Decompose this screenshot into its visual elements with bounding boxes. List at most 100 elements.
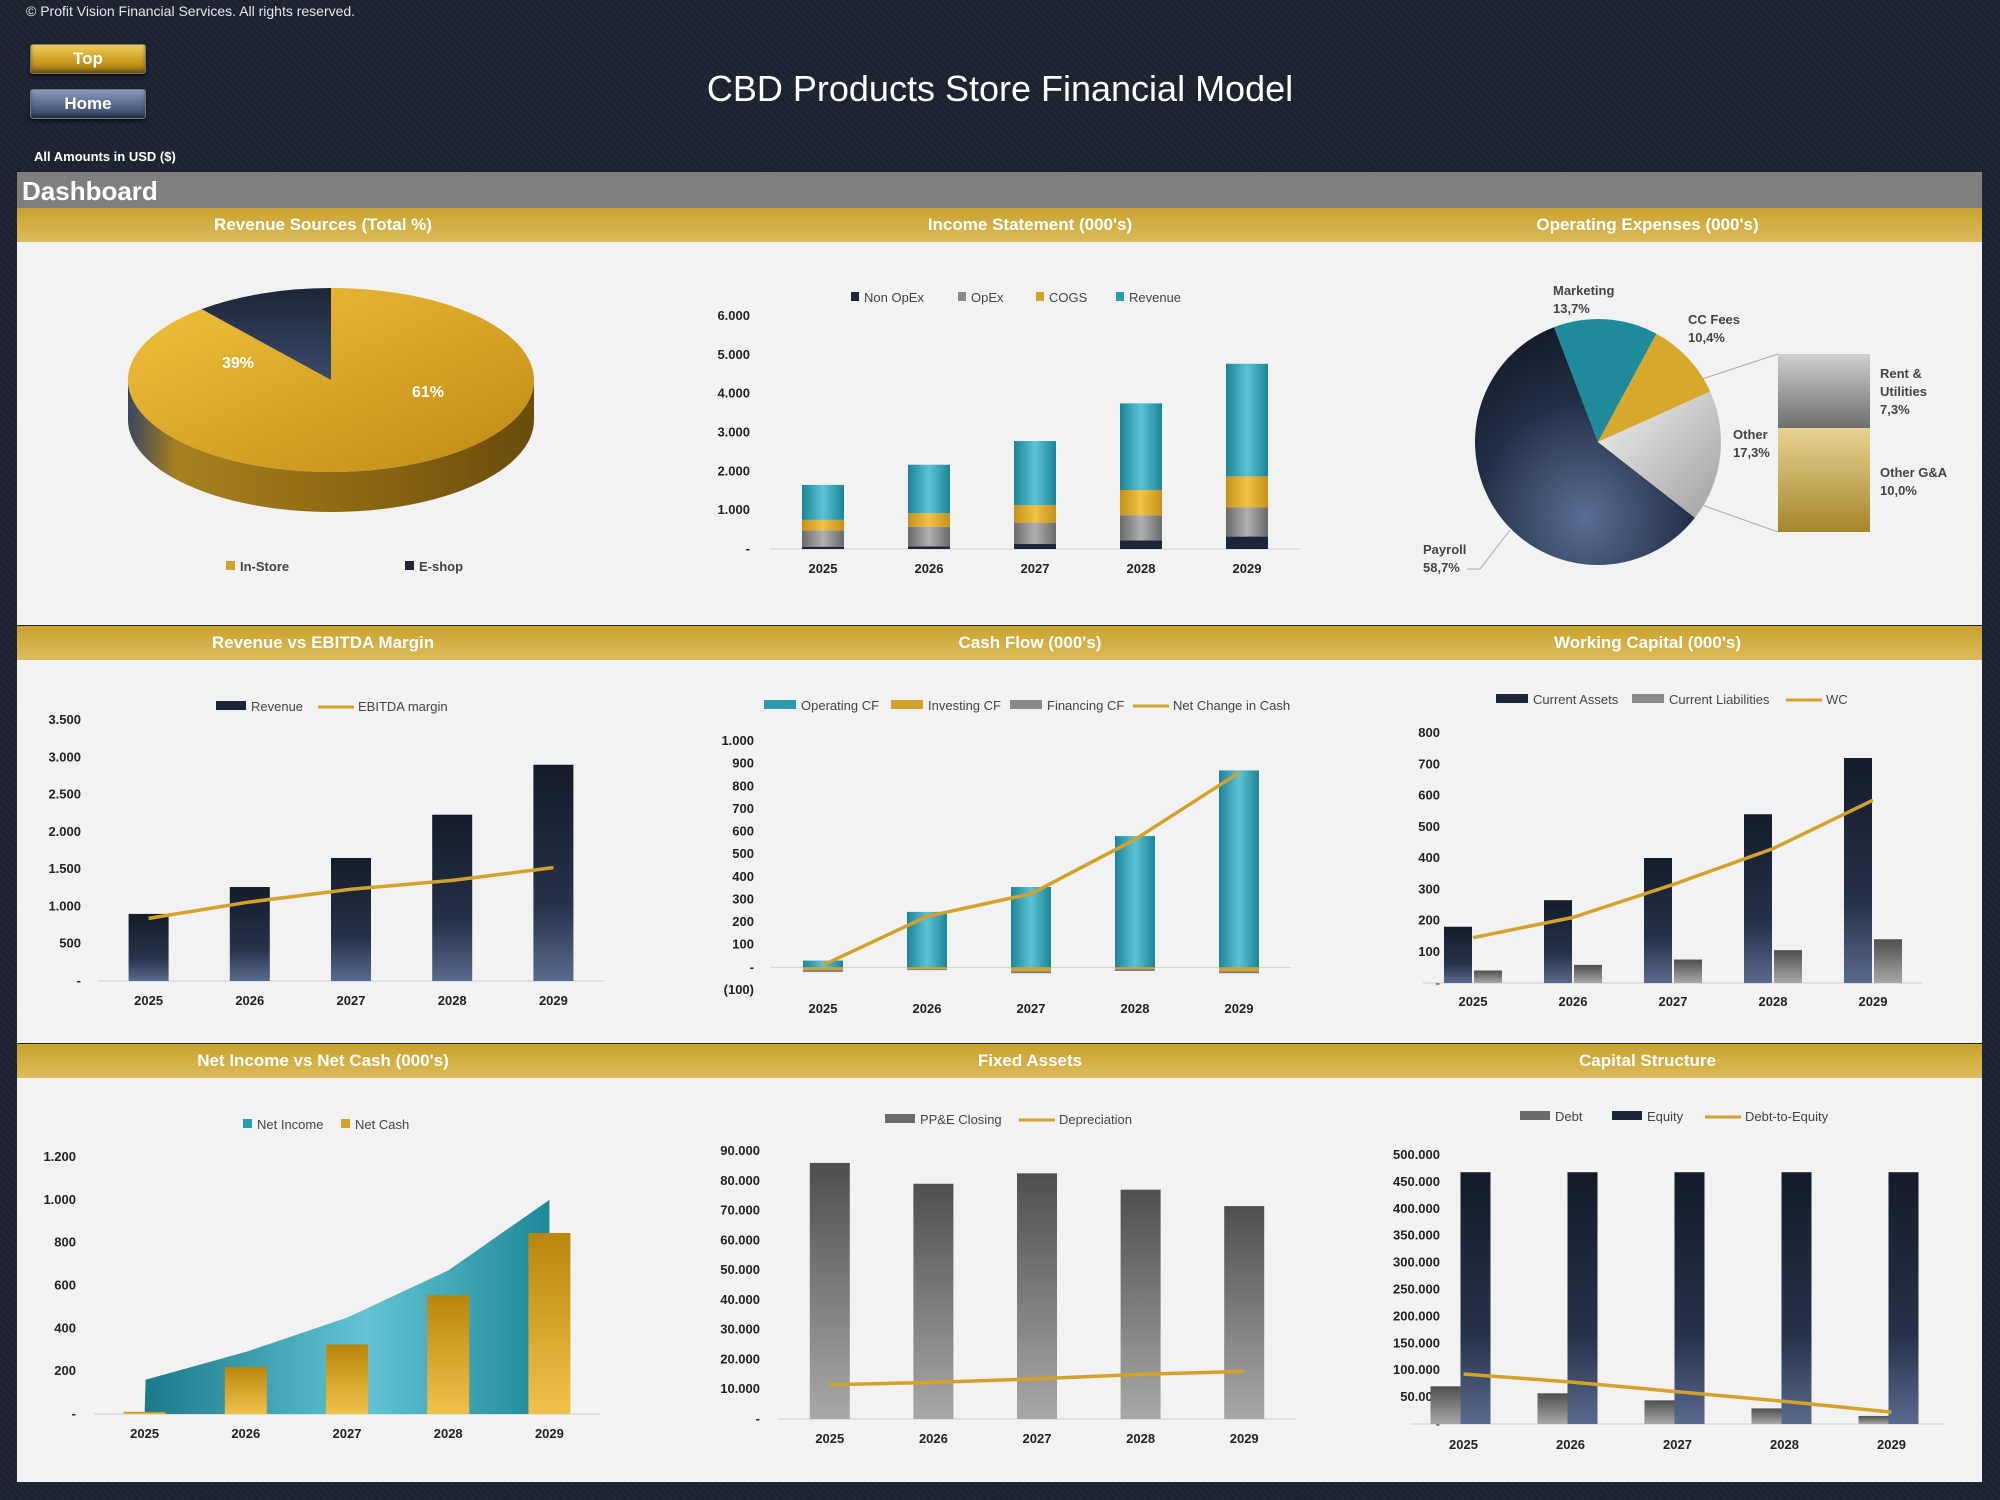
page-title: CBD Products Store Financial Model xyxy=(706,68,1294,109)
bar-current-assets xyxy=(1744,814,1772,983)
y-tick-label: 200 xyxy=(54,1363,76,1378)
top-button[interactable]: Top xyxy=(30,44,146,74)
bar-financing-cf xyxy=(1219,971,1259,974)
y-tick-label: 80.000 xyxy=(720,1173,760,1188)
y-tick-label: - xyxy=(72,1406,76,1421)
y-tick-label: 800 xyxy=(732,778,754,793)
label-rent-utilities: Utilities xyxy=(1880,384,1927,399)
label-marketing: Marketing xyxy=(1553,283,1614,298)
bar-non-opex xyxy=(1226,536,1268,549)
legend-label: Revenue xyxy=(251,699,303,714)
bar-revenue xyxy=(1120,403,1162,490)
x-tick-label: 2029 xyxy=(1877,1437,1906,1452)
y-tick-label: 150.000 xyxy=(1393,1335,1440,1350)
bar-non-opex xyxy=(908,546,950,549)
x-tick-label: 2026 xyxy=(235,993,264,1008)
bar-debt xyxy=(1751,1408,1782,1424)
pie-slice-cc-fees xyxy=(1598,333,1711,442)
label-payroll: Payroll xyxy=(1423,542,1466,557)
y-tick-label: 300 xyxy=(1418,881,1440,896)
legend-label: Operating CF xyxy=(801,698,879,713)
label-other-ga: Other G&A xyxy=(1880,465,1948,480)
legend-label: Net Change in Cash xyxy=(1173,698,1290,713)
y-tick-label: 40.000 xyxy=(720,1292,760,1307)
x-tick-label: 2027 xyxy=(1021,561,1050,576)
y-tick-label: 500 xyxy=(732,846,754,861)
bar-investing-cf xyxy=(1011,967,1051,972)
bar-operating-cf xyxy=(907,911,947,968)
bar-non-opex xyxy=(1014,543,1056,549)
capital-structure-chart: -50.000100.000150.000200.000250.000300.0… xyxy=(1393,1109,1945,1452)
panel-title-cash-flow: Cash Flow (000's) xyxy=(958,633,1102,652)
y-tick-label: 500.000 xyxy=(1393,1147,1440,1162)
y-tick-label: 20.000 xyxy=(720,1351,760,1366)
y-tick-label: 3.000 xyxy=(717,425,750,440)
y-tick-label: 10.000 xyxy=(720,1381,760,1396)
legend-swatch xyxy=(1010,700,1042,709)
legend-label: Depreciation xyxy=(1059,1112,1132,1127)
pie-side xyxy=(128,380,534,512)
line-ebitda-margin xyxy=(148,865,554,921)
bar-non-opex xyxy=(1120,540,1162,549)
bar-current-liabilities xyxy=(1574,964,1602,983)
y-tick-label: 200.000 xyxy=(1393,1308,1440,1323)
cash-flow-chart: (100) - 100 200 300 400 500 600 700 800 900 1.000 20… xyxy=(721,698,1291,1016)
bar-current-liabilities xyxy=(1474,970,1502,983)
bar-operating-cf xyxy=(1011,887,1051,968)
x-tick-label: 2027 xyxy=(1659,994,1688,1009)
value-other: 17,3% xyxy=(1733,445,1770,460)
x-tick-label: 2029 xyxy=(535,1426,564,1441)
y-tick-label: 100 xyxy=(732,937,754,952)
bar-opex xyxy=(1226,507,1268,537)
panel-title-capital-structure: Capital Structure xyxy=(1579,1051,1716,1070)
legend-swatch xyxy=(1116,292,1124,301)
bar-cogs xyxy=(908,513,950,527)
bar-cogs xyxy=(802,519,844,531)
value-rent-utilities: 7,3% xyxy=(1880,402,1910,417)
line-depreciation xyxy=(829,1369,1245,1387)
x-tick-label: 2027 xyxy=(1663,1437,1692,1452)
y-tick-label: 400 xyxy=(54,1320,76,1335)
bar-debt xyxy=(1858,1415,1889,1424)
bar-current-assets xyxy=(1844,758,1872,983)
legend-label: Equity xyxy=(1647,1109,1684,1124)
y-tick-label: 2.000 xyxy=(717,463,750,478)
legend-label: Financing CF xyxy=(1047,698,1124,713)
label-cc-fees: CC Fees xyxy=(1688,312,1740,327)
bar-current-liabilities xyxy=(1774,950,1802,983)
y-tick-label: 800 xyxy=(54,1235,76,1250)
bar-current-liabilities xyxy=(1874,939,1902,983)
y-tick-label: 600 xyxy=(732,824,754,839)
bar-financing-cf xyxy=(1115,969,1155,971)
legend-label: Debt xyxy=(1555,1109,1583,1124)
row-2-header xyxy=(17,626,1982,660)
y-tick-label: 1.000 xyxy=(43,1192,76,1207)
y-tick-label: 500 xyxy=(1418,819,1440,834)
home-button[interactable]: Home xyxy=(30,89,146,119)
legend-label: WC xyxy=(1826,692,1848,707)
y-tick-label: 2.500 xyxy=(48,787,81,802)
legend-label: Investing CF xyxy=(928,698,1001,713)
revenue-sources-chart: 61% 39% In-Store E-shop xyxy=(128,288,535,574)
y-tick-label: 200 xyxy=(1418,913,1440,928)
bar-cogs xyxy=(1120,489,1162,516)
legend-label: Non OpEx xyxy=(864,290,924,305)
line-debt-to-equity xyxy=(1463,1372,1892,1414)
pie-label-e-shop: 39% xyxy=(222,355,254,372)
y-tick-label: 4.000 xyxy=(717,386,750,401)
pie-slice-marketing xyxy=(1554,319,1657,442)
legend-label: In-Store xyxy=(240,559,289,574)
y-tick-label: 250.000 xyxy=(1393,1282,1440,1297)
y-tick-label: 5.000 xyxy=(717,347,750,362)
row-1-header xyxy=(17,208,1982,242)
bar-cogs xyxy=(1014,505,1056,523)
connector-line xyxy=(1467,529,1511,570)
legend-swatch xyxy=(885,1114,915,1123)
operating-expenses-chart: Marketing 13,7% CC Fees 10,4% Other 17,3% Payr… xyxy=(1423,283,1948,575)
x-tick-label: 2028 xyxy=(1126,1431,1155,1446)
y-tick-label: 350.000 xyxy=(1393,1228,1440,1243)
y-tick-label: 1.500 xyxy=(48,861,81,876)
x-tick-label: 2026 xyxy=(919,1431,948,1446)
y-tick-label: 1.000 xyxy=(48,898,81,913)
